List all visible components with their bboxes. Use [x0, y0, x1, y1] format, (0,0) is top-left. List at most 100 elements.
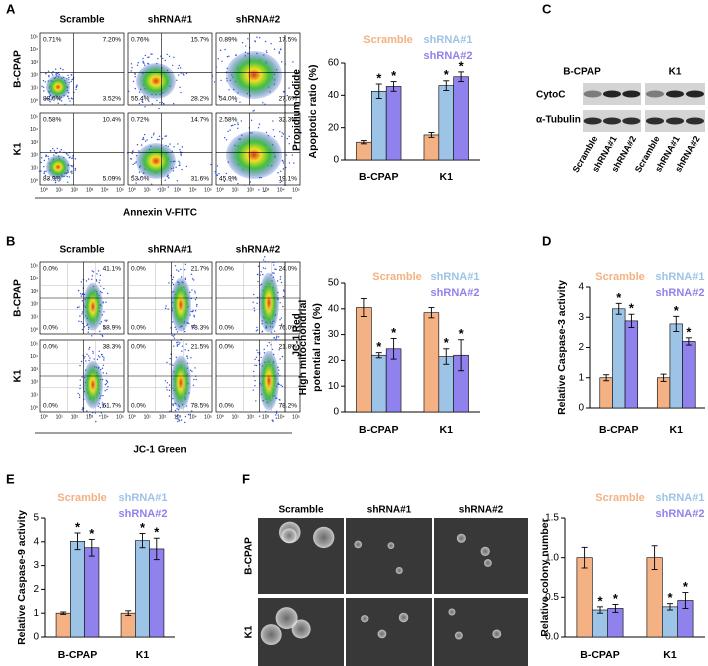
row-label: K1	[13, 369, 24, 382]
flow-dot	[79, 293, 82, 295]
flow-dot	[189, 369, 192, 372]
flow-dot	[280, 48, 282, 50]
flow-dot	[286, 137, 288, 140]
legend-entry: shRNA#2	[119, 508, 168, 520]
flow-dot	[170, 327, 172, 329]
flow-dot	[171, 321, 174, 323]
blot-band	[646, 90, 664, 98]
flow-cloud	[211, 36, 296, 112]
flow-dot	[91, 335, 93, 337]
quadrant-value: 15.7%	[191, 37, 210, 44]
flow-dot	[87, 278, 90, 280]
flow-dot	[265, 50, 268, 52]
flow-dot	[103, 311, 105, 313]
flow-dot	[272, 272, 274, 274]
flow-dot	[86, 410, 88, 412]
flow-dot	[164, 307, 167, 310]
flow-dot	[74, 158, 77, 160]
row-label: K1	[13, 142, 24, 155]
flow-tick-label: 10⁴	[30, 354, 38, 360]
flow-dot	[70, 164, 72, 167]
flow-dot	[263, 348, 265, 351]
flow-dot	[166, 53, 168, 56]
flow-cloud	[77, 346, 109, 423]
flow-dot	[180, 419, 183, 421]
flow-dot	[169, 357, 171, 360]
flow-dot	[102, 301, 104, 303]
flow-dot	[71, 98, 73, 100]
flow-dot	[150, 183, 153, 185]
flow-dot	[141, 138, 144, 141]
flow-dot	[256, 302, 258, 305]
legend-entry: Scramble	[595, 271, 645, 283]
flow-dot	[215, 66, 217, 68]
flow-dot	[169, 143, 171, 145]
flow-dot	[182, 73, 184, 75]
flow-cloud	[38, 147, 77, 184]
quadrant-value: 0.0%	[219, 325, 234, 332]
flow-dot	[263, 352, 266, 354]
y-tick-label: 20	[328, 355, 340, 366]
flow-dot	[47, 178, 49, 180]
legend-entry: shRNA#2	[424, 50, 473, 62]
flow-dot	[275, 412, 278, 414]
flow-dot	[275, 338, 277, 341]
flow-dot	[158, 107, 160, 110]
x-tick-label: B-CPAP	[58, 649, 97, 661]
flow-dot	[99, 406, 102, 409]
flow-dot	[164, 59, 167, 62]
y-tick-label: 0.0	[545, 632, 559, 643]
flow-dot	[262, 259, 265, 261]
flow-dot	[193, 324, 196, 326]
flow-dot	[130, 158, 133, 160]
flow-dot	[281, 132, 283, 134]
flow-dot	[255, 356, 258, 358]
flow-dot	[43, 90, 45, 92]
significance-mark: *	[674, 303, 680, 318]
flow-dot	[270, 42, 272, 45]
flow-dot	[136, 144, 139, 146]
flow-dot	[82, 407, 84, 409]
flow-dot	[177, 409, 180, 411]
flow-dot	[279, 181, 281, 184]
flow-dot	[91, 275, 94, 277]
flow-dot	[175, 328, 177, 331]
error-bar	[660, 373, 667, 382]
flow-dot	[159, 101, 161, 104]
flow-dot	[190, 357, 192, 359]
flow-dot	[81, 293, 84, 296]
flow-dot	[180, 91, 182, 94]
flow-dot	[92, 350, 94, 352]
flow-dot	[187, 349, 190, 352]
legend-entry: Scramble	[363, 34, 413, 46]
flow-dot	[81, 311, 84, 313]
flow-dot	[184, 263, 187, 266]
flow-dot	[71, 170, 73, 172]
flow-dot	[282, 305, 284, 308]
y-tick-label: 0	[333, 155, 339, 166]
bar	[576, 557, 593, 638]
flow-tick-label: 10³	[86, 414, 94, 420]
flow-dot	[101, 402, 104, 404]
flow-dot	[71, 78, 73, 81]
flow-dot	[87, 328, 90, 330]
flow-dot	[70, 171, 72, 173]
error-bar	[667, 603, 673, 611]
flow-dot	[144, 140, 147, 142]
flow-dot	[253, 109, 255, 112]
flow-dot	[252, 301, 254, 303]
flow-dot	[255, 364, 258, 367]
flow-tick-label: 10⁰	[128, 187, 136, 193]
significance-mark: *	[683, 579, 689, 594]
flow-dot	[99, 330, 101, 333]
colony	[313, 526, 335, 549]
flow-dot	[77, 392, 79, 395]
flow-dot	[273, 261, 275, 263]
flow-dot	[192, 279, 195, 281]
flow-dot	[237, 127, 239, 129]
error-bar	[88, 538, 95, 557]
flow-dot	[186, 357, 189, 359]
flow-dot	[92, 352, 94, 354]
quadrant-value: 21.5%	[191, 344, 210, 351]
flow-dot	[196, 303, 198, 306]
